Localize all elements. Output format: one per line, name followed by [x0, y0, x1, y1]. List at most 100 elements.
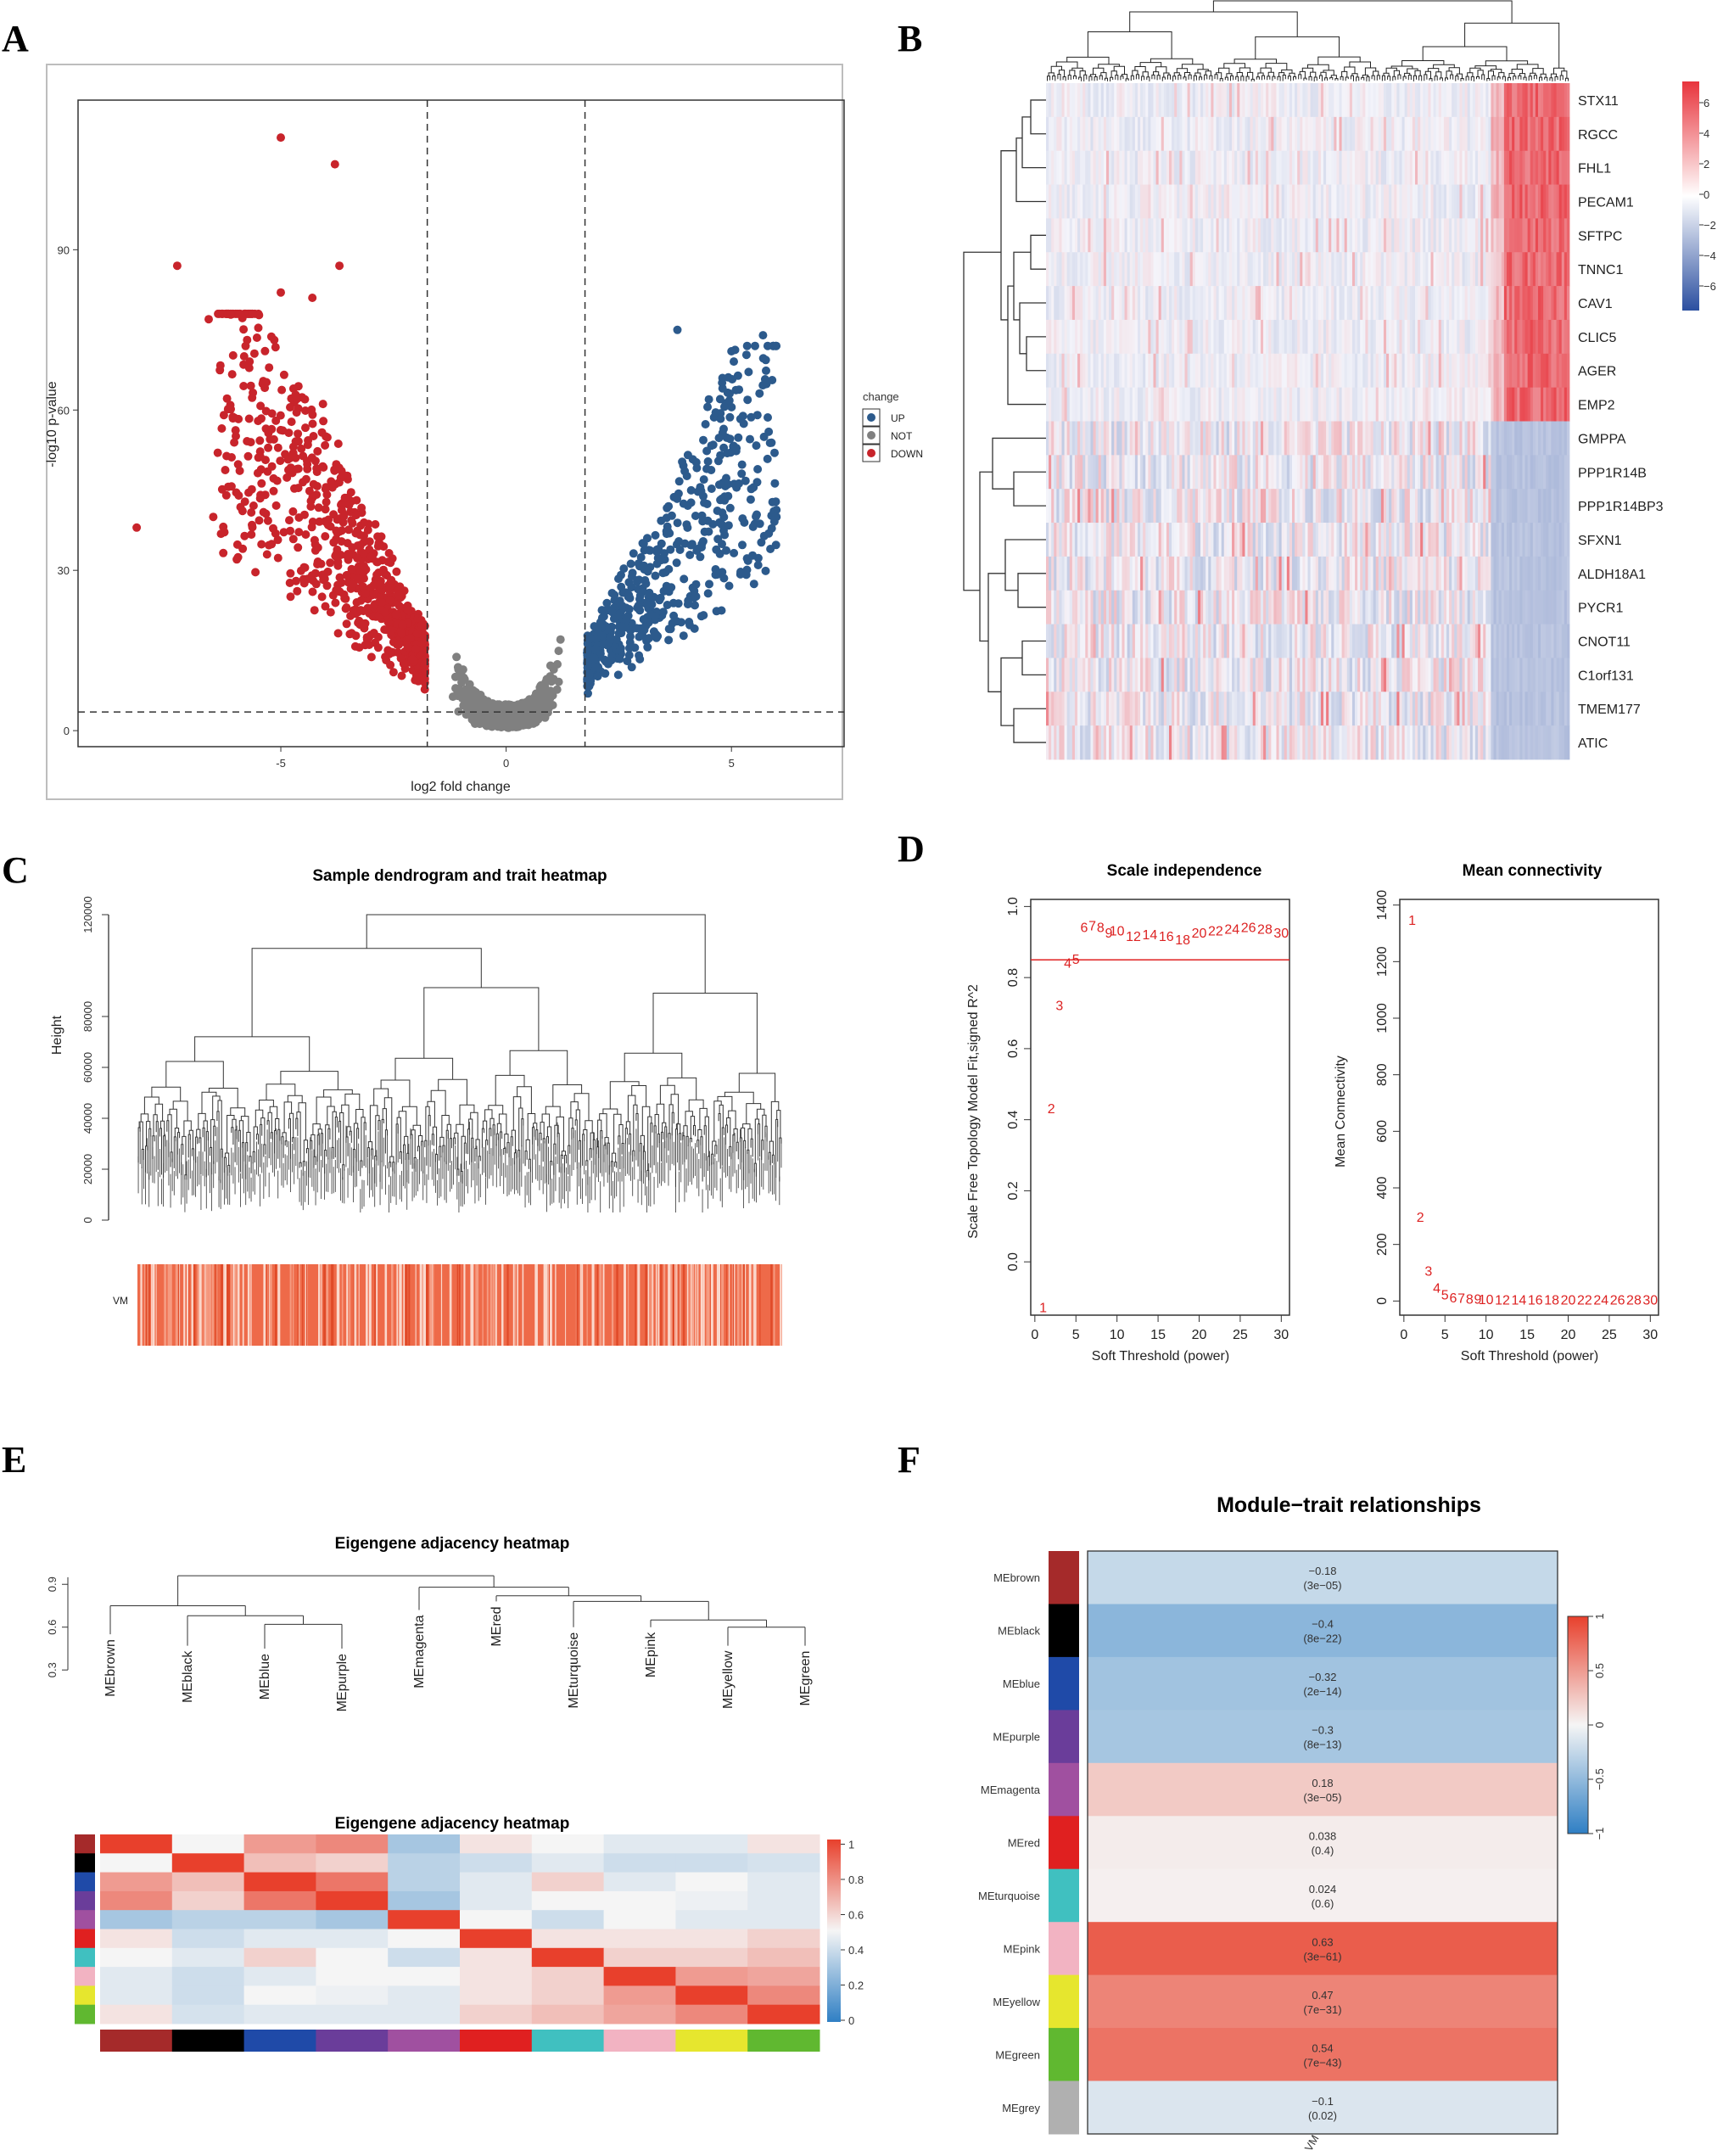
gene-heatmap-cell	[1418, 286, 1421, 321]
gene-heatmap-cell	[1228, 353, 1233, 389]
gene-heatmap-cell	[1278, 83, 1283, 118]
gene-heatmap-cell	[1541, 116, 1544, 152]
volcano-point-down	[308, 587, 317, 596]
volcano-point-down	[249, 349, 259, 358]
gene-heatmap-cell	[1360, 286, 1363, 321]
gene-heatmap-cell	[1443, 184, 1447, 219]
volcano-point-up	[653, 631, 663, 641]
gene-heatmap-cell	[1446, 116, 1450, 152]
gene-heatmap-cell	[1276, 218, 1279, 253]
volcano-point-up	[635, 600, 644, 609]
gene-heatmap-cell	[1370, 184, 1374, 219]
column-dendrogram-branch	[1450, 74, 1454, 80]
gene-heatmap-cell	[1206, 319, 1209, 355]
gene-heatmap-cell	[1228, 184, 1233, 219]
gene-heatmap-cell	[1242, 150, 1245, 185]
gene-heatmap-cell	[1116, 353, 1120, 389]
gene-heatmap-cell	[1514, 319, 1518, 355]
gene-heatmap-cell	[1420, 184, 1424, 219]
gene-heatmap-cell	[1496, 286, 1500, 321]
gene-heatmap-cell	[1069, 286, 1073, 321]
gene-heatmap-cell	[1216, 252, 1220, 287]
gene-heatmap-cell	[1305, 252, 1308, 287]
gene-heatmap-cell	[1300, 116, 1303, 152]
gene-heatmap-cell	[1362, 252, 1366, 287]
gene-heatmap-cell	[1271, 286, 1274, 321]
gene-heatmap-cell	[1478, 252, 1481, 287]
gene-heatmap-cell	[1438, 116, 1442, 152]
gene-heatmap-cell	[1488, 150, 1491, 185]
gene-heatmap-cell	[1310, 116, 1314, 152]
gene-heatmap-cell	[1546, 218, 1549, 253]
gene-heatmap-cell	[1412, 184, 1416, 219]
gene-heatmap-cell	[1440, 184, 1445, 219]
gene-heatmap-cell	[1564, 83, 1568, 118]
volcano-point-up	[719, 526, 728, 535]
gene-heatmap-cell	[1189, 116, 1194, 152]
volcano-point-down	[253, 468, 262, 478]
gene-heatmap-cell	[1556, 252, 1560, 287]
gene-heatmap-cell	[1273, 150, 1277, 185]
gene-heatmap-cell	[1295, 116, 1298, 152]
volcano-point-down	[239, 382, 249, 390]
gene-heatmap-cell	[1077, 353, 1081, 389]
gene-heatmap-cell	[1467, 116, 1471, 152]
gene-heatmap-cell	[1300, 252, 1303, 287]
gene-heatmap-cell	[1276, 286, 1279, 321]
gene-heatmap-cell	[1519, 319, 1523, 355]
gene-heatmap-cell	[1302, 150, 1306, 185]
gene-heatmap-cell	[1334, 116, 1337, 152]
gene-heatmap-cell	[1140, 150, 1144, 185]
column-dendrogram-branch	[1172, 76, 1177, 81]
gene-heatmap-cell	[1054, 150, 1057, 185]
gene-heatmap-cell	[1232, 218, 1235, 253]
gene-heatmap-cell	[1071, 218, 1076, 253]
gene-heatmap-cell	[1187, 150, 1191, 185]
column-dendrogram-branch	[1188, 74, 1192, 80]
gene-heatmap-cell	[1454, 83, 1457, 118]
gene-heatmap-cell	[1208, 116, 1211, 152]
gene-heatmap-cell	[1179, 319, 1183, 355]
gene-heatmap-cell	[1433, 184, 1437, 219]
gene-heatmap-cell	[1503, 150, 1508, 185]
dendrogram-branch	[1021, 640, 1046, 676]
volcano-point-down	[380, 608, 389, 617]
gene-heatmap-cell	[1174, 319, 1178, 355]
gene-heatmap-cell	[1187, 286, 1191, 321]
dendrogram-branch	[1026, 336, 1046, 372]
gene-heatmap-cell	[1189, 150, 1194, 185]
gene-heatmap-cell	[1401, 319, 1406, 355]
column-dendrogram-branch	[1078, 76, 1082, 81]
volcano-point-down	[300, 510, 309, 519]
gene-heatmap-cell	[1522, 252, 1525, 287]
column-dendrogram-branch	[1199, 76, 1203, 81]
gene-heatmap-cell	[1049, 353, 1052, 389]
gene-heatmap-cell	[1088, 286, 1091, 321]
gene-heatmap-cell	[1326, 184, 1329, 219]
gene-heatmap-cell	[1315, 150, 1319, 185]
gene-heatmap-cell	[1143, 218, 1146, 253]
column-dendrogram-branch	[1125, 78, 1129, 81]
gene-heatmap-cell	[1276, 83, 1279, 118]
gene-heatmap-cell	[1286, 184, 1290, 219]
column-dendrogram-branch	[1247, 71, 1254, 80]
gene-heatmap-cell	[1177, 184, 1180, 219]
volcano-point-up	[603, 639, 613, 648]
gene-heatmap-cell	[1551, 83, 1554, 118]
volcano-point-down	[321, 532, 330, 541]
gene-heatmap-cell	[1532, 252, 1536, 287]
volcano-point-up	[651, 571, 660, 580]
gene-heatmap-cell	[1051, 353, 1054, 389]
gene-heatmap-cell	[1250, 150, 1254, 185]
gene-heatmap-cell	[1462, 83, 1465, 118]
volcano-xtick-label: -5	[276, 757, 286, 770]
gene-heatmap-cell	[1179, 83, 1183, 118]
gene-heatmap-cell	[1472, 252, 1476, 287]
gene-heatmap-cell	[1143, 353, 1146, 389]
gene-heatmap-cell	[1232, 83, 1235, 118]
gene-heatmap-cell	[1155, 252, 1160, 287]
legend-label-up: UP	[891, 412, 905, 424]
gene-heatmap-cell	[1153, 116, 1156, 152]
gene-heatmap-cell	[1551, 319, 1554, 355]
gene-heatmap-cell	[1066, 319, 1071, 355]
